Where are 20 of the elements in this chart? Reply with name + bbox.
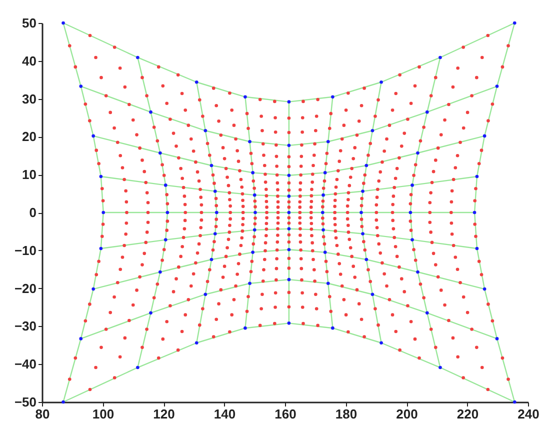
y-tick-label: −50	[14, 394, 36, 410]
x-tick-label: 120	[153, 406, 175, 422]
y-tick-label: −20	[14, 280, 36, 296]
y-tick-label: 20	[22, 129, 36, 144]
x-tick-label: 180	[335, 406, 358, 422]
x-tick-label: 80	[35, 406, 50, 422]
x-tick-label: 160	[274, 406, 296, 422]
y-tick-label: 0	[29, 205, 36, 220]
x-tick-label: 140	[214, 406, 236, 422]
y-tick-label: 40	[22, 53, 36, 68]
y-tick-label: −10	[14, 242, 36, 258]
y-tick-label: 30	[22, 91, 36, 106]
x-tick-label: 200	[396, 406, 418, 422]
y-tick-label: 50	[22, 16, 36, 30]
x-tick-label: 100	[92, 406, 114, 422]
y-tick-label: 10	[22, 167, 36, 182]
y-tick-label: −40	[14, 356, 36, 372]
x-tick-label: 240	[518, 406, 540, 422]
x-tick-label: 220	[456, 406, 479, 422]
y-tick-label: −30	[14, 318, 36, 334]
